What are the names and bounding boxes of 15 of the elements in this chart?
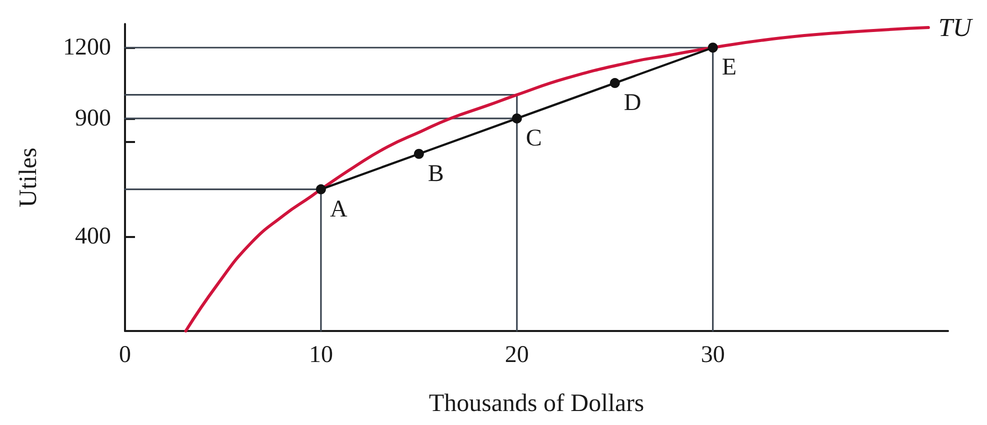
y-tick-label: 1200: [63, 34, 111, 61]
annotation: B: [428, 160, 444, 187]
x-axis-title: Thousands of Dollars: [428, 390, 644, 417]
y-axis-title: Utiles: [15, 148, 42, 208]
annotation: D: [624, 90, 642, 116]
x-tick-label: 30: [700, 342, 725, 368]
y-tick-label: 900: [75, 105, 111, 132]
x-tick-label: 20: [504, 342, 529, 368]
annotation: E: [722, 54, 737, 81]
annotation: C: [526, 125, 542, 152]
annotation: A: [330, 196, 348, 222]
x-tick-label: 10: [308, 342, 333, 368]
series-label: TU: [938, 13, 974, 42]
y-tick-label: 400: [75, 224, 111, 250]
x-tick-label: 0: [119, 342, 131, 368]
